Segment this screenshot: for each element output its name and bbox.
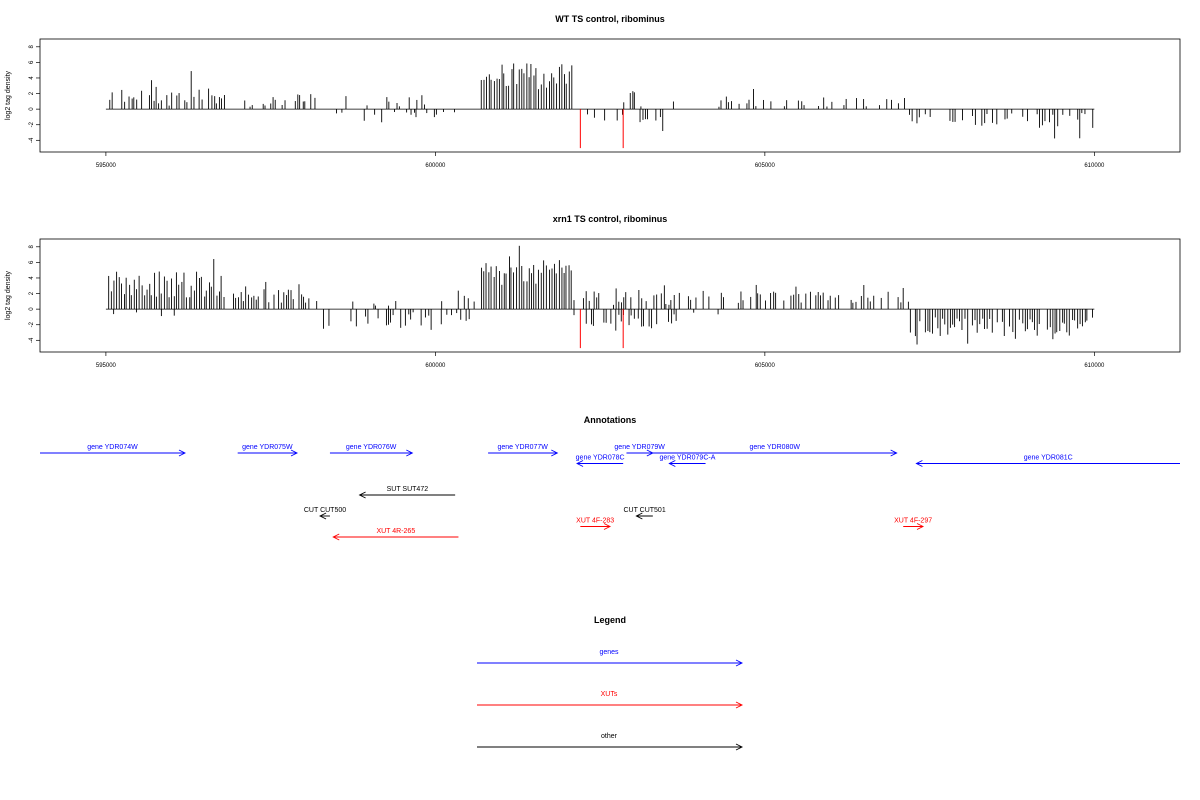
arrow-head: [319, 512, 327, 520]
legend-arrow: [477, 701, 744, 709]
arrow-head: [290, 449, 299, 457]
arrow-head: [668, 460, 676, 467]
arrow-head: [332, 533, 340, 541]
arrow-head: [915, 460, 923, 467]
feature-arrow: [580, 523, 612, 530]
feature-label: gene YDR079W: [614, 444, 665, 451]
annotations-panel: Annotations gene YDR074W gene YDR075W gene …: [40, 415, 1180, 541]
arrow-head: [735, 659, 744, 667]
density-bars: [109, 63, 1094, 139]
annotations-title: Annotations: [584, 415, 637, 425]
x-tick-label: 600000: [425, 163, 446, 169]
y-tick-label: 8: [29, 44, 35, 48]
arrow-head: [916, 523, 925, 530]
feature-label: gene YDR081C: [1024, 455, 1073, 462]
feature-arrow: [635, 512, 653, 520]
track-panel-1: WT TS control, ribominus log2 tag density…: [5, 14, 1181, 169]
legend-label: other: [601, 733, 618, 740]
feature-label: SUT SUT472: [387, 486, 429, 493]
legend-title: Legend: [594, 615, 626, 625]
feature-label: CUT CUT500: [304, 507, 346, 514]
arrow-head: [603, 523, 612, 530]
legend-panel: Legend genes XUTs other: [477, 615, 744, 751]
feature-arrow: [319, 512, 330, 520]
y-tick-label: -2: [29, 121, 35, 127]
x-tick-label: 595000: [96, 363, 117, 369]
arrow-head: [178, 449, 186, 457]
feature-label: gene YDR077W: [497, 444, 548, 451]
feature-arrow: [903, 523, 925, 530]
density-bars: [108, 245, 1093, 345]
feature-label: gene YDR074W: [87, 444, 138, 451]
panel-title: xrn1 TS control, ribominus: [553, 214, 668, 224]
x-tick-label: 610000: [1084, 363, 1105, 369]
x-tick-label: 610000: [1084, 163, 1105, 169]
plot-frame: [39, 38, 1181, 153]
feature-label: XUT 4F-283: [576, 518, 614, 525]
feature-arrow: [358, 491, 456, 499]
y-tick-label: 4: [29, 276, 35, 280]
feature-label: gene YDR078C: [576, 455, 625, 462]
feature-label: XUT 4F-297: [894, 518, 932, 525]
arrow-head: [890, 449, 898, 457]
y-tick-label: 2: [29, 91, 35, 95]
x-tick-label: 605000: [755, 163, 776, 169]
arrow-head: [358, 491, 366, 499]
x-tick-label: 600000: [425, 363, 446, 369]
legend-arrow: [477, 659, 744, 667]
y-tick-label: 6: [29, 60, 35, 64]
feature-arrow: [332, 533, 459, 541]
feature-label: gene YDR079C-A: [659, 455, 715, 462]
y-tick-label: 2: [29, 291, 35, 295]
feature-arrow: [668, 460, 706, 467]
arrow-head: [406, 449, 414, 457]
panel-title: WT TS control, ribominus: [555, 14, 665, 24]
y-tick-label: -4: [29, 337, 35, 343]
feature-arrow: [576, 460, 624, 467]
arrow-head: [635, 512, 643, 520]
y-tick-label: 8: [29, 244, 35, 248]
arrow-head: [735, 701, 744, 709]
legend-label: XUTs: [601, 691, 618, 698]
arrow-head: [735, 743, 744, 751]
y-tick-label: 6: [29, 260, 35, 264]
arrow-head: [551, 449, 559, 457]
feature-label: gene YDR075W: [242, 444, 293, 451]
feature-label: CUT CUT501: [623, 507, 665, 514]
y-tick-label: 4: [29, 76, 35, 80]
y-axis-label: log2 tag density: [5, 70, 12, 120]
y-tick-label: -2: [29, 321, 35, 327]
feature-arrow: [915, 460, 1180, 467]
plot-frame: [39, 238, 1181, 353]
y-tick-label: -4: [29, 137, 35, 143]
feature-label: XUT 4R-265: [376, 528, 415, 535]
y-axis-label: log2 tag density: [5, 270, 12, 320]
legend-label: genes: [599, 649, 619, 656]
feature-arrow: [652, 449, 898, 457]
feature-label: gene YDR080W: [750, 444, 801, 451]
y-tick-label: 0: [29, 107, 35, 111]
feature-arrow: [488, 449, 559, 457]
arrow-head: [576, 460, 584, 467]
track-panel-2: xrn1 TS control, ribominus log2 tag densi…: [5, 214, 1181, 369]
x-tick-label: 595000: [96, 163, 117, 169]
feature-arrow: [40, 449, 186, 457]
feature-arrow: [237, 449, 299, 457]
feature-label: gene YDR076W: [346, 444, 397, 451]
feature-arrow: [329, 449, 414, 457]
y-tick-label: 0: [29, 307, 35, 311]
legend-arrow: [477, 743, 744, 751]
x-tick-label: 605000: [755, 363, 776, 369]
